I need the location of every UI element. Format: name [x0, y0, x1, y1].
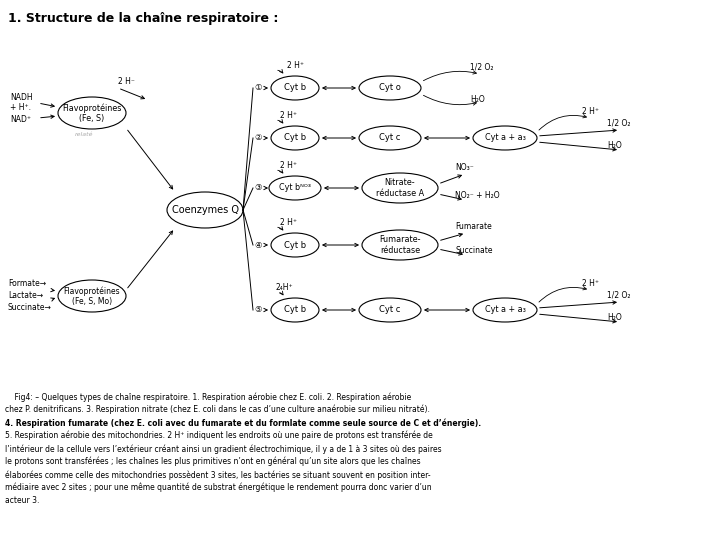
- Text: Cyt c: Cyt c: [379, 133, 401, 143]
- Text: Cyt bᴺᴼ³: Cyt bᴺᴼ³: [279, 184, 311, 192]
- Text: NAD⁺: NAD⁺: [10, 116, 31, 125]
- Text: 2 H⁺: 2 H⁺: [280, 161, 297, 170]
- Text: Cyt b: Cyt b: [284, 240, 306, 249]
- Text: Cyt o: Cyt o: [379, 84, 401, 92]
- Text: H₂O: H₂O: [607, 313, 622, 322]
- Text: H₂O: H₂O: [470, 95, 485, 104]
- Text: ②: ②: [254, 133, 262, 143]
- Text: Lactate→: Lactate→: [8, 291, 43, 300]
- Text: Flavoprotéines
(Fe, S): Flavoprotéines (Fe, S): [63, 103, 122, 123]
- Text: 2 H⁺: 2 H⁺: [582, 107, 599, 116]
- Text: ①: ①: [254, 84, 262, 92]
- Text: 1/2 O₂: 1/2 O₂: [470, 63, 493, 72]
- Text: + H⁺.: + H⁺.: [10, 104, 31, 112]
- Text: NO₂⁻ + H₂O: NO₂⁻ + H₂O: [455, 191, 500, 200]
- Text: chez P. denitrificans. 3. Respiration nitrate (chez E. coli dans le cas d’une cu: chez P. denitrificans. 3. Respiration ni…: [5, 405, 430, 415]
- Text: relaté: relaté: [75, 132, 94, 137]
- Text: ④: ④: [254, 240, 262, 249]
- Text: Succinate: Succinate: [455, 246, 492, 255]
- Text: NADH: NADH: [10, 93, 32, 103]
- Text: élaborées comme celle des mitochondries possèdent 3 sites, les bactéries se situ: élaborées comme celle des mitochondries …: [5, 470, 431, 480]
- Text: 2 H⁻: 2 H⁻: [118, 77, 135, 86]
- Text: Fig4: – Quelques types de chaîne respiratoire. 1. Respiration aérobie chez E. co: Fig4: – Quelques types de chaîne respira…: [5, 392, 411, 402]
- Text: Fumarate: Fumarate: [455, 222, 492, 231]
- Text: NO₃⁻: NO₃⁻: [455, 163, 474, 172]
- Text: Cyt b: Cyt b: [284, 133, 306, 143]
- Text: Succinate→: Succinate→: [8, 302, 52, 312]
- Text: 2 H⁺: 2 H⁺: [280, 111, 297, 120]
- Text: Cyt c: Cyt c: [379, 306, 401, 314]
- Text: Flavoprotéines
(Fe, S, Mo): Flavoprotéines (Fe, S, Mo): [63, 286, 120, 306]
- Text: Cyt a + a₃: Cyt a + a₃: [485, 133, 526, 143]
- Text: 2₄H⁺: 2₄H⁺: [275, 283, 292, 292]
- Text: Cyt b: Cyt b: [284, 306, 306, 314]
- Text: 1/2 O₂: 1/2 O₂: [607, 291, 631, 300]
- Text: 4. Respiration fumarate (chez E. coli avec du fumarate et du formlate comme seul: 4. Respiration fumarate (chez E. coli av…: [5, 418, 481, 428]
- Text: Coenzymes Q: Coenzymes Q: [171, 205, 238, 215]
- Text: 2 H⁺: 2 H⁺: [582, 279, 599, 288]
- Text: 1/2 O₂: 1/2 O₂: [607, 119, 631, 128]
- Text: ③: ③: [254, 184, 262, 192]
- Text: acteur 3.: acteur 3.: [5, 496, 40, 505]
- Text: 5. Respiration aérobie des mitochondries. 2 H⁺ indiquent les endroits où une pai: 5. Respiration aérobie des mitochondries…: [5, 431, 433, 441]
- Text: 2 H⁺: 2 H⁺: [280, 218, 297, 227]
- Text: Nitrate-
réductase A: Nitrate- réductase A: [376, 178, 424, 198]
- Text: médiaire avec 2 sites ; pour une même quantité de substrat énergétique le rendem: médiaire avec 2 sites ; pour une même qu…: [5, 483, 431, 492]
- Text: ⑤: ⑤: [254, 306, 262, 314]
- Text: Cyt b: Cyt b: [284, 84, 306, 92]
- Text: 1. Structure de la chaîne respiratoire :: 1. Structure de la chaîne respiratoire :: [8, 12, 279, 25]
- Text: Cyt a + a₃: Cyt a + a₃: [485, 306, 526, 314]
- Text: Fumarate-
réductase: Fumarate- réductase: [379, 235, 420, 255]
- Text: Formate→: Formate→: [8, 279, 46, 287]
- Text: H₂O: H₂O: [607, 141, 622, 150]
- Text: l’intérieur de la cellule vers l’extérieur créant ainsi un gradient électrochimi: l’intérieur de la cellule vers l’extérie…: [5, 444, 441, 454]
- Text: le protons sont transférées ; les chaînes les plus primitives n’ont en général q: le protons sont transférées ; les chaîne…: [5, 457, 420, 467]
- Text: 2 H⁺: 2 H⁺: [287, 61, 304, 70]
